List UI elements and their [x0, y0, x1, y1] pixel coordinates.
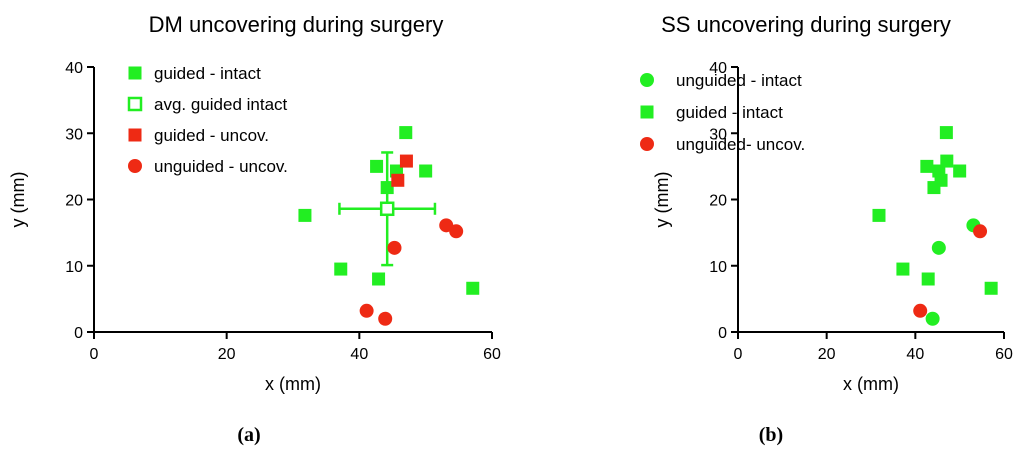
point-guided-intact	[370, 159, 384, 173]
legend-marker	[127, 96, 143, 112]
point-guided-intact	[380, 181, 394, 195]
panel-caption: (b)	[759, 424, 783, 446]
point-guided-intact	[920, 159, 934, 173]
y-tick-label: 10	[65, 259, 83, 276]
point-unguided-uncov	[913, 303, 928, 318]
point-guided-intact	[896, 262, 910, 276]
legend-label: guided - uncov.	[154, 126, 269, 145]
point-guided-intact	[921, 272, 935, 286]
legend-label: unguided - intact	[676, 71, 802, 90]
point-guided-intact	[399, 126, 413, 140]
x-tick-label: 60	[483, 346, 501, 363]
legend-marker	[128, 66, 142, 80]
x-tick-label: 60	[995, 346, 1013, 363]
chart-title: SS uncovering during surgery	[661, 12, 951, 37]
legend-marker	[640, 73, 654, 87]
legend-marker	[640, 105, 654, 119]
x-tick-label: 20	[818, 346, 836, 363]
y-tick-label: 30	[709, 126, 727, 143]
y-tick-label: 0	[74, 325, 83, 342]
legend-label: guided - intact	[154, 64, 261, 83]
chart-panel-b: SS uncovering during surgery 0 20 40 60 0 10 20…	[640, 12, 1013, 446]
x-tick-label: 20	[218, 346, 236, 363]
point-guided-intact	[940, 154, 954, 168]
panel-caption: (a)	[237, 424, 260, 446]
y-tick-label: 20	[709, 193, 727, 210]
point-guided-intact	[984, 281, 998, 295]
point-guided-intact	[372, 272, 386, 286]
y-tick-label: 20	[65, 193, 83, 210]
point-unguided-intact	[925, 311, 940, 326]
point-unguided-uncov	[973, 224, 988, 239]
x-axis-label: x (mm)	[843, 374, 899, 394]
point-guided-intact	[872, 208, 886, 222]
x-axis-label: x (mm)	[265, 374, 321, 394]
point-guided-uncov	[399, 154, 413, 168]
legend-label: avg. guided intact	[154, 95, 288, 114]
x-tick-label: 0	[90, 346, 99, 363]
y-tick-label: 40	[709, 60, 727, 77]
y-axis-label: y (mm)	[652, 172, 672, 228]
point-guided-intact	[939, 126, 953, 140]
chart-panel-a: DM uncovering during surgery 0 20 40 60 0 10 20…	[8, 12, 501, 446]
point-guided-intact	[298, 208, 312, 222]
legend-marker	[128, 128, 142, 142]
point-unguided-uncov	[359, 303, 374, 318]
point-unguided-uncov	[387, 240, 402, 255]
point-guided-intact	[934, 173, 948, 187]
point-unguided-intact	[931, 240, 946, 255]
legend-label: unguided - uncov.	[154, 157, 288, 176]
y-tick-label: 0	[718, 325, 727, 342]
chart-title: DM uncovering during surgery	[149, 12, 444, 37]
x-tick-label: 0	[734, 346, 743, 363]
point-unguided-uncov	[378, 311, 393, 326]
legend-marker	[640, 137, 654, 151]
legend-marker	[128, 159, 142, 173]
point-guided-intact	[466, 281, 480, 295]
legend-label: guided - intact	[676, 103, 783, 122]
point-unguided-uncov	[449, 224, 464, 239]
legend-label: unguided- uncov.	[676, 135, 805, 154]
x-tick-label: 40	[906, 346, 924, 363]
x-tick-label: 40	[350, 346, 368, 363]
y-tick-label: 40	[65, 60, 83, 77]
y-tick-label: 30	[65, 126, 83, 143]
point-guided-intact	[419, 164, 433, 178]
point-guided-intact	[334, 262, 348, 276]
point-avg-guided-intact	[379, 201, 395, 217]
y-axis-label: y (mm)	[8, 172, 28, 228]
point-guided-intact	[953, 164, 967, 178]
point-guided-uncov	[391, 173, 405, 187]
y-tick-label: 10	[709, 259, 727, 276]
